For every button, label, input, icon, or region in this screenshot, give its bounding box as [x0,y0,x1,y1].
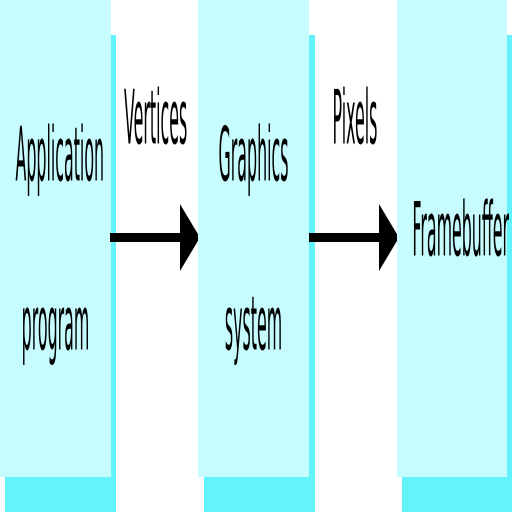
application-program-label-line2: program [21,284,90,370]
application-program-box: Application program [0,0,117,512]
framebuffer-label: Framebuffer [412,190,510,276]
graphics-system-box-face [198,0,309,477]
application-program-label-line1: Application [15,115,105,201]
arrow-head [180,204,200,271]
arrow-shaft [309,233,383,242]
pixels-label: Pixels [332,78,378,164]
arrow-graphics-to-framebuffer [309,204,399,271]
graphics-system-label-line2: system [224,284,283,370]
arrow-shaft [110,233,184,242]
graphics-system-box: Graphics system [198,0,316,512]
arrow-application-to-graphics [110,204,200,271]
arrow-head [379,204,399,271]
vertices-label: Vertices [124,78,188,164]
framebuffer-box: Framebuffer [397,0,512,512]
application-program-box-face [0,0,111,477]
framebuffer-box-face [397,0,507,477]
graphics-system-label-line1: Graphics [218,115,289,201]
